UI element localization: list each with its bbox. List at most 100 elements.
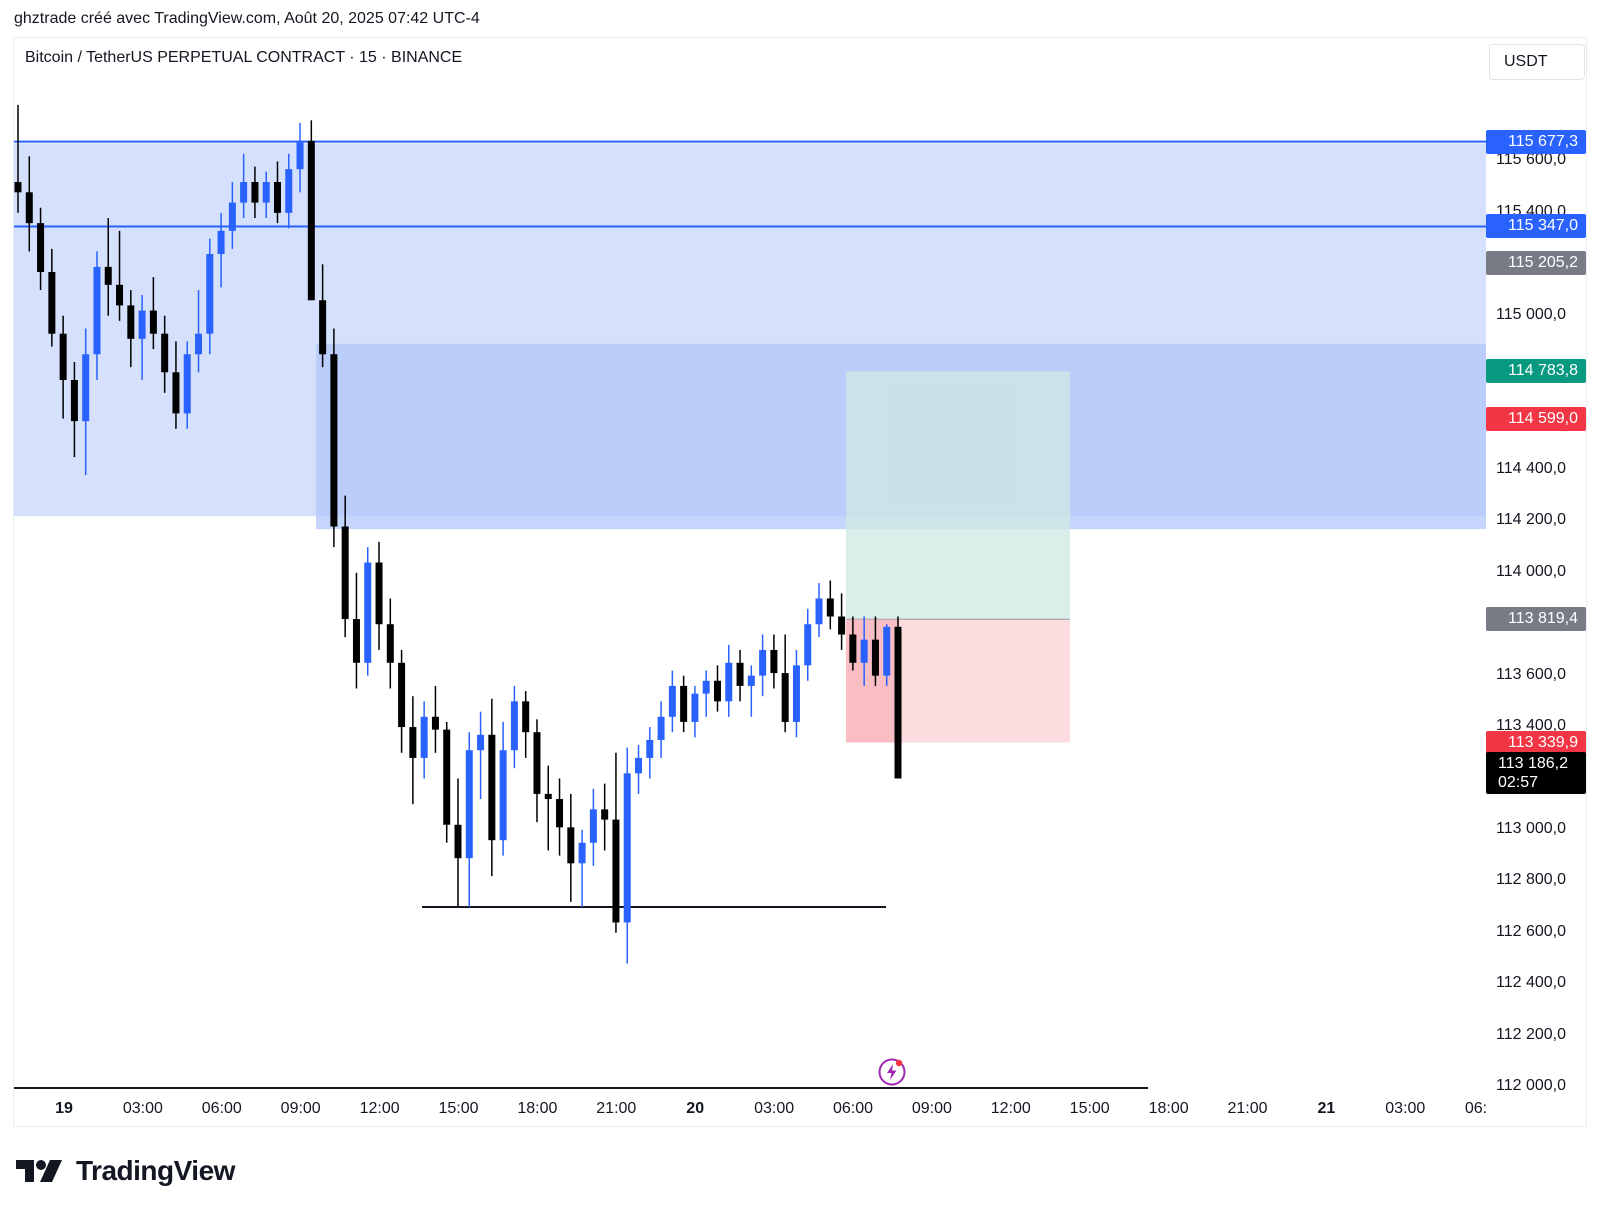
candle-body bbox=[375, 562, 383, 625]
candle-body bbox=[499, 750, 507, 841]
candle-body bbox=[48, 271, 56, 334]
candle-body bbox=[82, 354, 90, 422]
candle-body bbox=[206, 253, 214, 334]
candle-body bbox=[296, 140, 304, 170]
bar-countdown: 02:57 bbox=[1498, 774, 1539, 791]
candle-body bbox=[747, 675, 755, 686]
candle-body bbox=[149, 310, 157, 334]
tradingview-logo-icon bbox=[16, 1160, 62, 1182]
candle-body bbox=[691, 693, 699, 722]
time-axis-label: 19 bbox=[55, 1100, 73, 1117]
candle-body bbox=[138, 310, 146, 339]
candle-body bbox=[104, 266, 112, 285]
candle-body bbox=[465, 750, 473, 859]
candle-body bbox=[228, 202, 236, 231]
price-level-tag: 115 205,2 bbox=[1486, 250, 1586, 275]
candle-body bbox=[725, 662, 733, 702]
candle-body bbox=[398, 662, 406, 728]
candle-body bbox=[792, 665, 800, 722]
time-axis-label: 09:00 bbox=[280, 1100, 321, 1117]
candle-body bbox=[488, 734, 496, 841]
price-axis-label: 112 800,0 bbox=[1496, 871, 1566, 889]
candle-body bbox=[612, 819, 620, 923]
price-level-tag: 115 347,0 bbox=[1486, 214, 1586, 239]
time-axis-label: 21:00 bbox=[1227, 1100, 1268, 1117]
candle-body bbox=[871, 639, 879, 676]
candle-body bbox=[443, 729, 451, 825]
price-level-tag: 114 599,0 bbox=[1486, 406, 1586, 431]
candle-body bbox=[894, 626, 902, 779]
candle-body bbox=[454, 824, 462, 859]
candle-body bbox=[567, 827, 575, 864]
candle-body bbox=[319, 300, 327, 355]
candle-body bbox=[713, 680, 721, 702]
price-level-tag: 113 339,9 bbox=[1486, 730, 1586, 755]
candle-body bbox=[341, 526, 349, 620]
candle-body bbox=[59, 333, 67, 380]
candle-body bbox=[804, 624, 812, 666]
candle-body bbox=[522, 701, 530, 733]
tradingview-logo[interactable]: TradingView bbox=[16, 1155, 235, 1187]
chart-frame[interactable] bbox=[13, 37, 1587, 1127]
candle-body bbox=[116, 284, 124, 306]
candle-body bbox=[420, 716, 428, 758]
time-axis-label: 06: bbox=[1464, 1100, 1488, 1117]
time-axis-label: 18:00 bbox=[517, 1100, 558, 1117]
candle-body bbox=[544, 793, 552, 800]
candle-body bbox=[364, 562, 372, 663]
time-axis-label: 18:00 bbox=[1148, 1100, 1189, 1117]
candle-body bbox=[668, 685, 676, 717]
candle-body bbox=[352, 619, 360, 663]
symbol-legend: Bitcoin / TetherUS PERPETUAL CONTRACT · … bbox=[25, 49, 463, 66]
candle-body bbox=[646, 739, 654, 758]
candle-body bbox=[680, 685, 688, 722]
time-axis-label: 06:00 bbox=[201, 1100, 242, 1117]
candle-body bbox=[409, 727, 417, 758]
time-axis-label: 03:00 bbox=[754, 1100, 795, 1117]
candle-body bbox=[815, 598, 823, 625]
attribution-text: ghztrade créé avec TradingView.com, Août… bbox=[14, 10, 480, 27]
time-axis-label: 21 bbox=[1317, 1100, 1336, 1117]
candle-body bbox=[285, 169, 293, 213]
time-axis-label: 20 bbox=[686, 1100, 705, 1117]
price-level-tag: 113 819,4 bbox=[1486, 607, 1586, 632]
candle-body bbox=[477, 734, 485, 751]
price-axis-label: 115 600,0 bbox=[1496, 151, 1566, 169]
price-axis-label: 112 600,0 bbox=[1496, 922, 1566, 940]
candle-body bbox=[240, 182, 248, 203]
candle-body bbox=[883, 626, 891, 676]
last-price-value: 113 186,2 bbox=[1498, 755, 1568, 772]
tradingview-wordmark: TradingView bbox=[76, 1155, 235, 1186]
candle-body bbox=[161, 333, 169, 373]
candle-body bbox=[70, 379, 78, 422]
candle-body bbox=[860, 639, 868, 663]
candle-body bbox=[386, 624, 394, 663]
candle-body bbox=[262, 182, 270, 203]
time-axis-label: 03:00 bbox=[1385, 1100, 1426, 1117]
candle-body bbox=[37, 223, 45, 272]
currency-button[interactable]: USDT bbox=[1489, 44, 1585, 80]
candle-body bbox=[431, 716, 439, 730]
candle-body bbox=[759, 649, 767, 676]
time-axis-label: 12:00 bbox=[359, 1100, 400, 1117]
candle-body bbox=[657, 716, 665, 740]
candle-body bbox=[826, 598, 834, 617]
candle-body bbox=[623, 773, 631, 923]
price-axis-label: 113 600,0 bbox=[1496, 665, 1566, 683]
price-level-tag: 115 677,3 bbox=[1486, 129, 1586, 154]
candle-body bbox=[127, 305, 135, 339]
candle-body bbox=[736, 662, 744, 686]
time-axis-label: 15:00 bbox=[1069, 1100, 1110, 1117]
lightning-event-icon[interactable] bbox=[878, 1058, 906, 1086]
candle-body bbox=[533, 732, 541, 794]
candle-body bbox=[183, 354, 191, 414]
price-axis-label: 113 400,0 bbox=[1496, 717, 1566, 735]
candle-body bbox=[770, 649, 778, 674]
price-axis-label: 114 200,0 bbox=[1496, 511, 1566, 529]
candle-body bbox=[330, 354, 338, 527]
time-axis-label: 12:00 bbox=[990, 1100, 1031, 1117]
candle-body bbox=[172, 372, 180, 414]
candle-body bbox=[578, 842, 586, 864]
price-axis-label: 112 200,0 bbox=[1496, 1025, 1566, 1043]
